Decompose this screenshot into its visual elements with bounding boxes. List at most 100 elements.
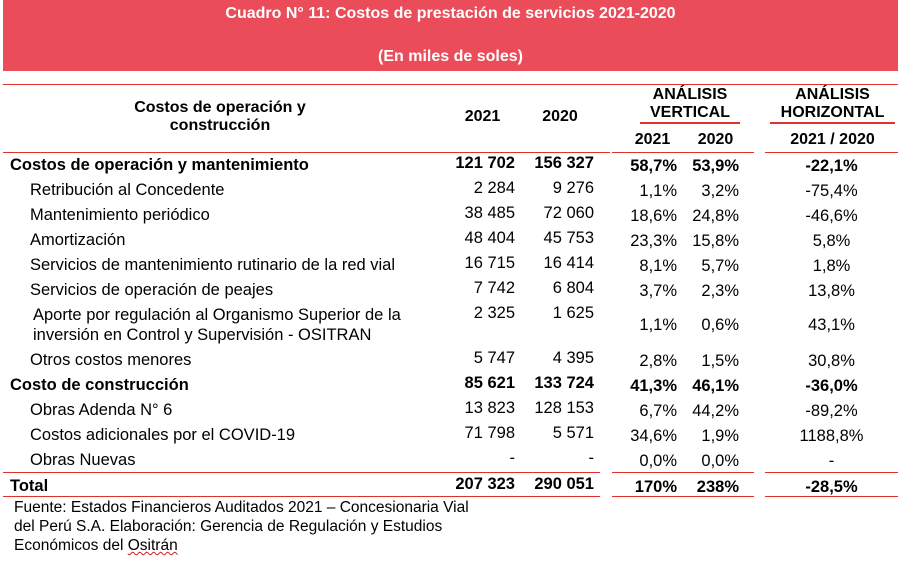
row-value-2020: 72 060 <box>543 204 594 222</box>
row-value-2020: 133 724 <box>534 374 594 392</box>
total-pct-2021: 170% <box>634 478 677 496</box>
row-pct-2020: 0,0% <box>701 452 739 470</box>
row-value-2021: 121 702 <box>455 154 515 172</box>
row-label: Aporte por regulación al Organismo Super… <box>33 306 401 324</box>
horizontal-underline <box>770 122 895 124</box>
header-bottom-rule-left <box>3 152 610 153</box>
row-horizontal: 1,8% <box>812 257 851 275</box>
row-pct-2021: 6,7% <box>639 402 677 420</box>
header-horizontal-line1: ANÁLISIS <box>795 86 870 103</box>
row-pct-2020: 1,5% <box>701 352 739 370</box>
header-vertical-line2: VERTICAL <box>650 104 730 121</box>
row-pct-2020: 5,7% <box>701 257 739 275</box>
total-2021: 207 323 <box>455 475 515 493</box>
vertical-underline <box>640 122 740 124</box>
header-analisis-vertical: ANÁLISIS VERTICAL <box>625 86 755 122</box>
row-horizontal: -46,6% <box>805 207 858 225</box>
row-value-2021: 71 798 <box>464 424 515 442</box>
row-pct-2021: 8,1% <box>639 257 677 275</box>
total-top-rule-left <box>3 472 600 473</box>
header-analisis-horizontal: ANÁLISIS HORIZONTAL <box>765 86 900 122</box>
row-label: Costos de operación y mantenimiento <box>10 156 309 174</box>
header-bottom-rule-mid <box>612 152 754 153</box>
row-value-2021: 7 742 <box>473 279 515 297</box>
row-horizontal: 30,8% <box>808 352 855 370</box>
row-pct-2021: 2,8% <box>639 352 677 370</box>
row-pct-2020: 1,9% <box>701 427 739 445</box>
row-value-2021: 13 823 <box>464 399 515 417</box>
row-label: Retribución al Concedente <box>30 181 225 199</box>
row-pct-2020: 15,8% <box>692 232 739 250</box>
table-subtitle: (En miles de soles) <box>378 48 523 65</box>
total-label: Total <box>10 477 49 495</box>
row-value-2021: 5 747 <box>473 349 515 367</box>
row-label: Amortización <box>30 231 126 249</box>
row-value-2020: 156 327 <box>534 154 594 172</box>
source-line2: del Perú S.A. Elaboración: Gerencia de R… <box>14 518 443 535</box>
row-horizontal: -75,4% <box>805 182 858 200</box>
row-value-2020: 6 804 <box>552 279 594 297</box>
row-pct-2020: 46,1% <box>692 377 739 395</box>
row-pct-2021: 41,3% <box>630 377 677 395</box>
ositran-word: Ositrán <box>127 537 178 554</box>
total-bottom-rule-right <box>765 496 898 497</box>
row-label: Otros costos menores <box>30 351 192 369</box>
row-label: Servicios de operación de peajes <box>30 281 274 299</box>
row-horizontal: -89,2% <box>805 402 858 420</box>
row-value-2020: 16 414 <box>543 254 594 272</box>
row-value-2021: 2 284 <box>473 179 515 197</box>
row-horizontal: -22,1% <box>805 157 858 175</box>
row-label: Obras Nuevas <box>30 451 136 469</box>
header-vertical-line1: ANÁLISIS <box>652 86 728 103</box>
row-pct-2021: 3,7% <box>639 282 677 300</box>
row-horizontal: 5,8% <box>812 232 851 250</box>
row-pct-2020: 0,6% <box>701 316 739 334</box>
row-value-2020: 9 276 <box>552 179 594 197</box>
row-label: Servicios de mantenimiento rutinario de … <box>30 256 396 274</box>
row-pct-2021: 58,7% <box>630 157 677 175</box>
total-pct-2020: 238% <box>696 478 739 496</box>
row-label: Obras Adenda N° 6 <box>30 401 173 419</box>
header-top-rule <box>3 84 898 85</box>
total-bottom-rule-mid <box>612 496 754 497</box>
row-value-2020: 1 625 <box>552 304 594 322</box>
header-2021: 2021 <box>464 108 501 125</box>
row-value-2020: 4 395 <box>552 349 594 367</box>
header-2020: 2020 <box>542 108 578 125</box>
row-label: Mantenimiento periódico <box>30 206 210 224</box>
row-value-2020: 5 571 <box>552 424 594 442</box>
row-pct-2020: 53,9% <box>692 157 739 175</box>
row-pct-2021: 1,1% <box>639 316 677 334</box>
row-value-2020: 45 753 <box>543 229 594 247</box>
row-pct-2021: 34,6% <box>630 427 677 445</box>
total-2020: 290 051 <box>534 475 594 493</box>
total-bottom-rule-left <box>3 496 600 497</box>
row-label: Costos adicionales por el COVID-19 <box>30 426 296 444</box>
row-horizontal: - <box>828 452 835 470</box>
row-pct-2021: 0,0% <box>639 452 677 470</box>
header-horizontal-line2: HORIZONTAL <box>780 104 885 121</box>
total-horizontal: -28,5% <box>805 478 858 496</box>
source-line1: Fuente: Estados Financieros Auditados 20… <box>14 499 469 516</box>
header-label-col: Costos de operación y construcción <box>90 99 350 135</box>
header-horizontal-range: 2021 / 2020 <box>790 131 875 148</box>
row-horizontal: 1188,8% <box>799 427 864 445</box>
total-top-rule-right <box>765 472 898 473</box>
row-label: Costo de construcción <box>10 376 189 394</box>
title-banner: Cuadro N° 11: Costos de prestación de se… <box>3 0 898 71</box>
header-vertical-2020: 2020 <box>697 131 734 148</box>
row-value-2021: 16 715 <box>464 254 515 272</box>
row-pct-2021: 18,6% <box>630 207 677 225</box>
row-value-2020: - <box>588 449 595 467</box>
row-horizontal: 13,8% <box>808 282 855 300</box>
row-value-2020: 128 153 <box>534 399 594 417</box>
row-pct-2020: 44,2% <box>692 402 739 420</box>
source-line3: Económicos del Ositrán <box>14 537 178 554</box>
row-value-2021: - <box>509 449 516 467</box>
row-value-2021: 2 325 <box>473 304 515 322</box>
row-horizontal: -36,0% <box>805 377 858 395</box>
row-pct-2020: 24,8% <box>692 207 739 225</box>
source-note: Fuente: Estados Financieros Auditados 20… <box>14 498 534 555</box>
row-pct-2020: 3,2% <box>701 182 739 200</box>
header-label-line2: construcción <box>169 117 271 134</box>
